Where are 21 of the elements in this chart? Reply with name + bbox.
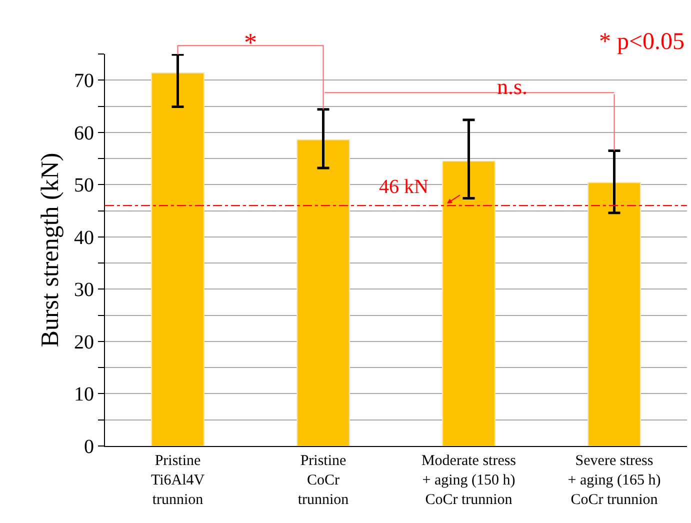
bar — [151, 72, 204, 446]
y-tick-label: 30 — [74, 279, 94, 302]
y-tick-label: 10 — [74, 384, 94, 406]
x-tick-label: Severe stress + aging (165 h) CoCr trunnion — [568, 453, 661, 508]
y-tick-label: 40 — [74, 226, 94, 249]
y-axis-title: Burst strength (kN) — [36, 152, 64, 348]
annotation: * p<0.05 — [599, 29, 685, 55]
bar — [588, 182, 641, 446]
annotation: n.s. — [497, 74, 528, 99]
bar — [296, 139, 350, 446]
bar — [442, 160, 496, 446]
legend-label: 46 kN — [379, 176, 428, 198]
y-tick-label: 20 — [74, 331, 94, 354]
y-tick-label: 50 — [74, 174, 94, 197]
annotation: * — [244, 28, 257, 57]
y-tick-label: 60 — [74, 122, 94, 144]
y-tick-label: 70 — [74, 70, 94, 92]
x-tick-label: Moderate stress + aging (150 h) CoCr trunnion — [421, 453, 516, 508]
x-tick-label: Pristine CoCr trunnion — [298, 453, 350, 508]
x-tick-label: Pristine Ti6Al4V trunnion — [150, 453, 205, 508]
y-tick-label: 0 — [84, 436, 94, 458]
